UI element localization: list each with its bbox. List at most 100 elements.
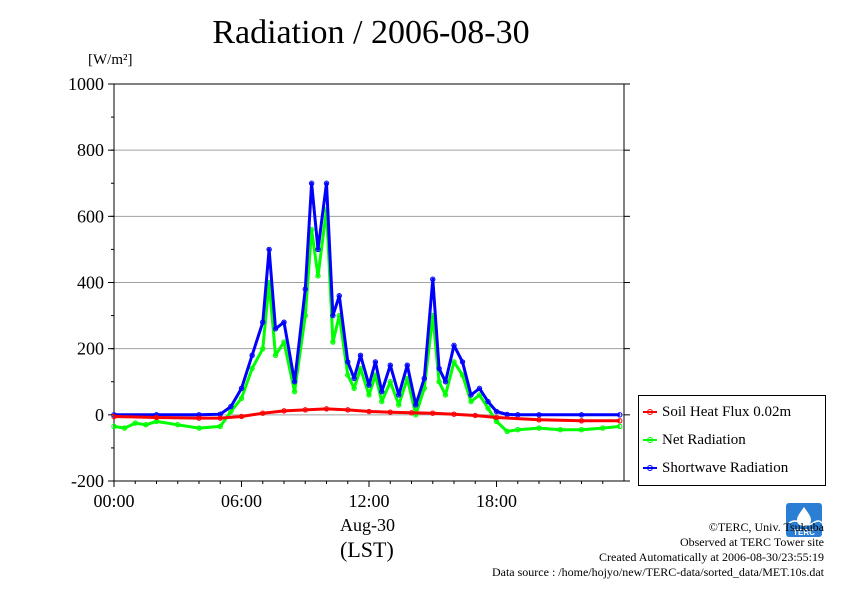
- series-line-shortwave-radiation: [114, 181, 620, 417]
- data-point: [515, 427, 521, 433]
- data-point: [459, 359, 466, 365]
- data-point: [436, 379, 442, 385]
- data-point: [351, 375, 357, 382]
- data-point: [196, 425, 202, 431]
- data-point: [578, 427, 585, 433]
- data-point: [493, 414, 500, 421]
- data-point: [153, 414, 160, 421]
- data-point: [366, 408, 372, 415]
- data-point: [345, 359, 351, 365]
- data-point: [413, 402, 419, 408]
- data-point: [536, 412, 542, 418]
- data-point: [493, 408, 500, 415]
- data-point: [196, 415, 202, 421]
- data-point: [387, 409, 393, 415]
- data-point: [217, 415, 223, 421]
- data-point: [404, 362, 410, 368]
- data-point: [536, 425, 542, 431]
- data-point: [315, 246, 321, 253]
- data-point: [366, 392, 372, 398]
- credits-block: ©TERC, Univ. Tsukuba Observed at TERC To…: [492, 520, 824, 580]
- x-axis-date-label: Aug-30: [340, 515, 395, 535]
- data-point: [408, 410, 415, 416]
- data-point: [302, 286, 308, 292]
- data-point: [396, 402, 402, 408]
- data-point: [302, 407, 308, 413]
- credit-line-copyright: ©TERC, Univ. Tsukuba: [708, 520, 824, 534]
- chart-title: Radiation / 2006-08-30: [212, 14, 530, 51]
- y-tick-label: 400: [77, 273, 104, 293]
- data-point: [281, 408, 287, 414]
- terc-logo-icon: TERC: [786, 503, 823, 537]
- legend-label-net-radiation: Net Radiation: [662, 431, 746, 448]
- y-tick-label: 600: [77, 206, 104, 226]
- data-point: [249, 365, 255, 372]
- y-tick-label: 1000: [68, 74, 104, 94]
- legend-label-shortwave-radiation: Shortwave Radiation: [662, 459, 789, 476]
- series-line-soil-heat-flux-0-02m: [113, 407, 620, 423]
- data-point: [379, 388, 385, 395]
- data-point: [217, 423, 223, 430]
- data-point: [111, 413, 117, 420]
- data-point: [260, 319, 266, 325]
- legend-item-soil-heat-flux: Soil Heat Flux 0.02m: [639, 398, 825, 426]
- data-point: [238, 395, 245, 401]
- data-point: [372, 359, 379, 365]
- data-point: [351, 385, 357, 392]
- data-point: [485, 398, 491, 405]
- data-point: [228, 408, 234, 415]
- data-point: [436, 365, 442, 372]
- data-point: [472, 412, 478, 419]
- data-point: [451, 342, 457, 349]
- legend-swatch-shortwave-radiation: [643, 465, 657, 471]
- data-point: [260, 345, 266, 352]
- y-axis-unit-label: [W/m²]: [88, 52, 133, 68]
- data-point: [345, 407, 351, 413]
- legend-swatch-net-radiation: [643, 437, 657, 443]
- data-point: [468, 392, 474, 398]
- data-point: [357, 352, 364, 358]
- data-point: [260, 410, 266, 416]
- data-point: [536, 417, 542, 423]
- y-tick-label: -200: [71, 471, 104, 491]
- data-point: [421, 375, 427, 382]
- data-point: [323, 406, 330, 412]
- data-point: [468, 398, 474, 405]
- chart-legend: Soil Heat Flux 0.02m Net Radiation Short…: [638, 395, 826, 486]
- data-point: [617, 412, 623, 418]
- data-point: [121, 425, 128, 431]
- data-point: [323, 180, 330, 186]
- x-axis-timezone-label: (LST): [340, 537, 394, 562]
- data-point: [451, 411, 457, 417]
- x-tick-label: 06:00: [221, 491, 262, 511]
- data-point: [430, 276, 436, 282]
- data-point: [272, 326, 279, 332]
- data-point: [345, 372, 351, 378]
- data-point: [578, 412, 585, 418]
- credit-line-site: Observed at TERC Tower site: [679, 535, 824, 549]
- data-point: [504, 428, 510, 435]
- data-point: [617, 418, 623, 424]
- data-point: [111, 423, 117, 430]
- data-point: [387, 362, 393, 368]
- data-point: [315, 273, 321, 279]
- data-point: [330, 312, 336, 319]
- y-tick-label: 800: [77, 140, 104, 160]
- data-point: [557, 427, 563, 433]
- data-point: [430, 410, 436, 416]
- data-point: [476, 385, 483, 392]
- x-tick-label: 18:00: [476, 491, 517, 511]
- credit-line-created: Created Automatically at 2006-08-30/23:5…: [599, 550, 824, 564]
- data-point: [387, 379, 393, 385]
- data-point: [476, 392, 483, 398]
- data-point: [175, 422, 181, 428]
- x-tick-label: 00:00: [93, 491, 134, 511]
- data-point: [442, 379, 449, 385]
- data-point: [291, 379, 298, 385]
- data-point: [451, 359, 457, 365]
- data-point: [600, 425, 606, 431]
- credit-line-source: Data source : /home/hojyo/new/TERC-data/…: [491, 565, 824, 579]
- data-point: [336, 293, 342, 299]
- series-line-net-radiation: [113, 208, 620, 433]
